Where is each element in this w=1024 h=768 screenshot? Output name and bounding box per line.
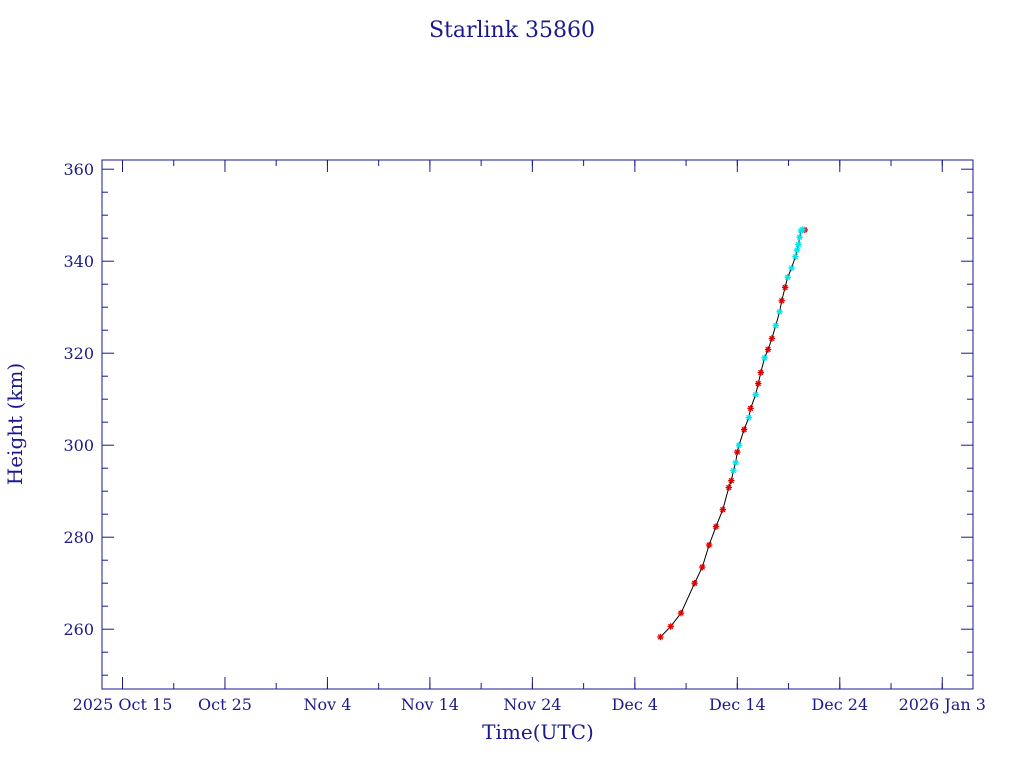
x-tick-label: 2026 Jan 3 — [899, 695, 986, 714]
red-data-point — [764, 346, 772, 353]
y-axis: 260 280 300 320 340 360 — [63, 160, 973, 676]
red-data-point — [725, 484, 732, 491]
red-data-point — [734, 448, 741, 456]
x-axis: 2025 Oct 15 Oct 25 Nov 4 Nov 14 Nov 24 Dec 4 D… — [73, 160, 986, 714]
red-data-point — [699, 563, 706, 571]
cyan-data-point — [793, 246, 801, 254]
y-tick-label: 340 — [63, 252, 94, 271]
red-data-point — [747, 405, 754, 412]
x-axis-label: Time(UTC) — [482, 720, 594, 744]
x-tick-label: Nov 24 — [503, 695, 561, 714]
red-data-point — [755, 380, 762, 387]
cyan-data-point — [772, 322, 779, 329]
plot-frame — [101, 159, 974, 690]
x-tick-label: Nov 4 — [303, 695, 351, 714]
red-data-point — [719, 506, 727, 513]
red-data-point — [691, 580, 698, 587]
red-data-point — [657, 633, 664, 641]
series-layer — [657, 226, 808, 641]
y-tick-label: 280 — [63, 528, 94, 547]
cyan-data-point — [788, 264, 795, 272]
red-data-point — [677, 609, 685, 617]
y-tick-label: 260 — [63, 620, 94, 639]
cyan-data-point — [752, 391, 759, 398]
trajectory-line — [660, 228, 805, 638]
x-tick-label: Nov 14 — [401, 695, 459, 714]
cyan-data-point — [776, 308, 783, 315]
red-data-point — [768, 335, 776, 342]
y-tick-label: 320 — [63, 344, 94, 363]
cyan-data-point — [796, 234, 803, 241]
red-data-point — [712, 523, 720, 530]
red-data-point — [728, 477, 735, 484]
y-tick-label: 300 — [63, 436, 94, 455]
x-tick-label: Dec 24 — [811, 695, 868, 714]
cyan-data-point — [784, 274, 791, 281]
cyan-data-point — [761, 354, 768, 361]
red-data-point — [705, 541, 713, 549]
red-data-point — [781, 284, 789, 291]
cyan-data-point — [730, 467, 737, 474]
x-tick-label: Oct 25 — [198, 695, 252, 714]
x-tick-label: 2025 Oct 15 — [73, 695, 173, 714]
cyan-data-point — [792, 253, 799, 260]
red-data-point — [667, 623, 674, 630]
cyan-data-point — [799, 226, 806, 233]
x-tick-label: Dec 4 — [612, 695, 659, 714]
cyan-data-point — [735, 442, 743, 449]
y-tick-label: 360 — [63, 160, 94, 179]
red-data-point — [757, 369, 765, 376]
cyan-data-point — [795, 241, 802, 248]
red-data-point — [740, 426, 748, 433]
x-tick-label: Dec 14 — [709, 695, 766, 714]
red-data-point — [778, 297, 785, 304]
chart-title: Starlink 35860 — [429, 18, 595, 43]
y-axis-label: Height (km) — [3, 363, 27, 485]
cyan-data-point — [732, 459, 739, 466]
cyan-data-point — [745, 414, 753, 421]
